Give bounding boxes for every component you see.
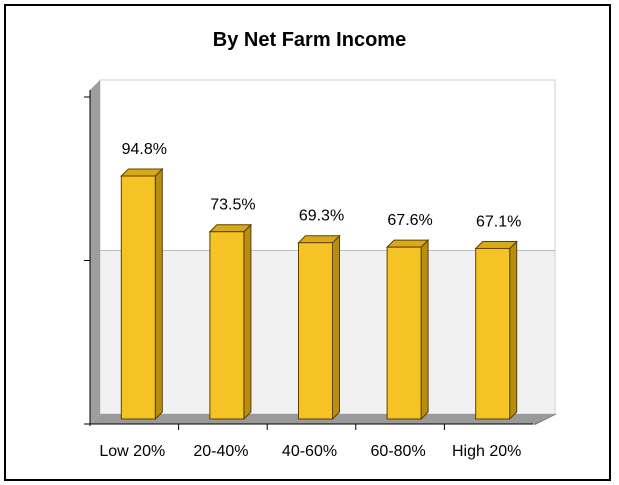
x-tick-label-3: 60-80% (371, 443, 426, 460)
data-label-1: 73.5% (210, 197, 255, 214)
bar-top-4 (474, 240, 518, 249)
bar-side-3 (420, 238, 429, 421)
bar-top-0 (120, 168, 164, 177)
bar-side-4 (509, 240, 518, 421)
bar-4 (475, 247, 511, 420)
x-tick-label-0: Low 20% (99, 443, 165, 460)
data-label-0: 94.8% (122, 141, 167, 158)
x-tick-label-1: 20-40% (193, 443, 248, 460)
bar-1 (209, 231, 245, 420)
x-tick-label-2: 40-60% (282, 443, 337, 460)
bar-side-1 (243, 223, 252, 421)
bar-0 (120, 175, 156, 420)
bar-side-2 (332, 234, 340, 421)
chart-bars (120, 167, 518, 421)
data-label-3: 67.6% (387, 212, 432, 229)
data-label-4: 67.1% (476, 213, 521, 230)
x-tick-label-4: High 20% (452, 443, 521, 460)
side-wall (90, 80, 100, 424)
bar-top-1 (208, 224, 253, 233)
back-wall-upper (99, 79, 556, 251)
floor-edge (533, 414, 557, 425)
bar-top-3 (385, 239, 430, 248)
bar-3 (386, 246, 422, 420)
chart-title: By Net Farm Income (212, 29, 407, 51)
bar-2 (298, 242, 333, 420)
data-label-2: 69.3% (299, 208, 344, 225)
bar-side-0 (154, 167, 163, 421)
chart-labels: 94.8% Low 20% 73.5% 20-40% 69.3% 40-60% 67.6% 6… (99, 141, 521, 460)
bar-top-2 (297, 235, 341, 244)
